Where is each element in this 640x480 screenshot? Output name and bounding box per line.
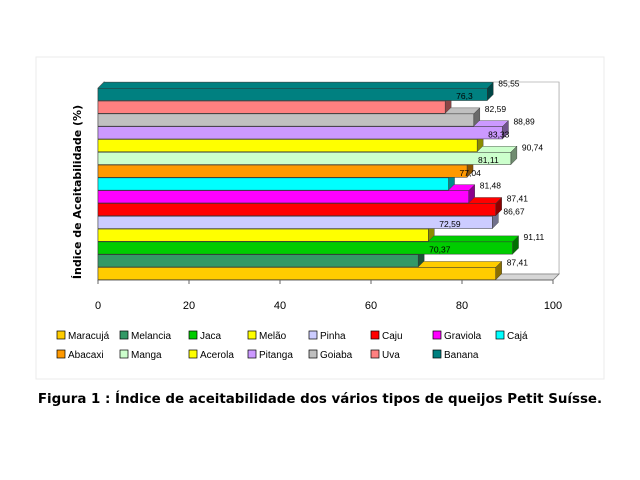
legend-item: Banana [432,349,479,361]
x-tick-label: 100 [544,300,562,312]
x-ticks: 0 20 40 60 80 100 [95,280,562,312]
legend-swatch [308,330,318,340]
legend-label: Melão [259,331,287,342]
legend-item: Abacaxi [56,349,104,361]
legend-swatch [247,349,257,359]
legend-label: Pinha [320,331,346,342]
legend-swatch [432,349,442,359]
legend-swatch [56,349,66,359]
legend-swatch [247,330,257,340]
value-label: 77,04 [460,168,482,178]
value-label: 83,33 [488,129,510,139]
figure-caption: Figura 1 : Índice de aceitabilidade dos … [37,392,603,407]
legend-label: Manga [131,350,162,361]
legend-swatch [188,349,198,359]
legend-item: Maracujá [56,330,110,342]
value-label: 70,37 [429,245,451,255]
legend-swatch [432,330,442,340]
legend-item: Jaca [188,330,222,342]
chart-figure: 87,41 70,37 91,11 72,59 86,67 87,41 81,48 77,04… [35,56,605,380]
legend-item: Pitanga [247,349,293,361]
legend-label: Melancia [131,331,171,342]
legend-label: Cajá [507,331,528,342]
legend-label: Caju [382,331,403,342]
legend-label: Banana [444,350,479,361]
legend-swatch [370,330,380,340]
value-label: 82,59 [485,104,507,114]
legend-swatch [495,330,505,340]
legend-item: Uva [370,349,400,361]
value-label: 88,89 [513,117,535,127]
legend-swatch [119,349,129,359]
legend-item: Goiaba [308,349,353,361]
legend-item: Graviola [432,330,482,342]
value-label: 72,59 [439,219,461,229]
legend-item: Caju [370,330,403,342]
x-tick-label: 80 [456,300,468,312]
legend-swatch [188,330,198,340]
bars [97,81,520,281]
legend-label: Jaca [200,331,222,342]
legend-item: Pinha [308,330,346,342]
value-label: 86,67 [503,206,525,216]
legend-label: Uva [382,350,400,361]
value-label: 81,11 [478,155,499,165]
legend-label: Maracujá [68,331,110,342]
legend-swatch [119,330,129,340]
value-labels: 87,41 70,37 91,11 72,59 86,67 87,41 81,48 77,04… [429,78,544,267]
value-label: 85,55 [498,78,520,88]
legend-label: Abacaxi [68,350,104,361]
value-label: 91,11 [524,232,545,242]
value-label: 90,74 [522,142,544,152]
legend-swatch [56,330,66,340]
legend: Maracujá Melancia Jaca Melão Pinha Caju Gravio… [56,330,528,361]
legend-item: Melão [247,330,287,342]
bar-chart: 87,41 70,37 91,11 72,59 86,67 87,41 81,48 77,04… [35,56,605,380]
value-label: 76,3 [456,91,473,101]
y-axis-title: Índice de Aceitabilidade (%) [71,105,84,279]
legend-label: Graviola [444,331,482,342]
value-label: 87,41 [507,257,529,267]
legend-label: Pitanga [259,350,293,361]
legend-item: Acerola [188,349,234,361]
legend-swatch [308,349,318,359]
x-tick-label: 40 [274,300,286,312]
value-label: 81,48 [480,181,502,191]
bar-banana [97,81,494,102]
legend-label: Goiaba [320,350,353,361]
x-tick-label: 60 [365,300,377,312]
legend-label: Acerola [200,350,234,361]
legend-item: Manga [119,349,162,361]
legend-item: Melancia [119,330,171,342]
legend-item: Cajá [495,330,528,342]
x-tick-label: 0 [95,300,101,312]
legend-swatch [370,349,380,359]
value-label: 87,41 [507,193,529,203]
x-tick-label: 20 [183,300,195,312]
